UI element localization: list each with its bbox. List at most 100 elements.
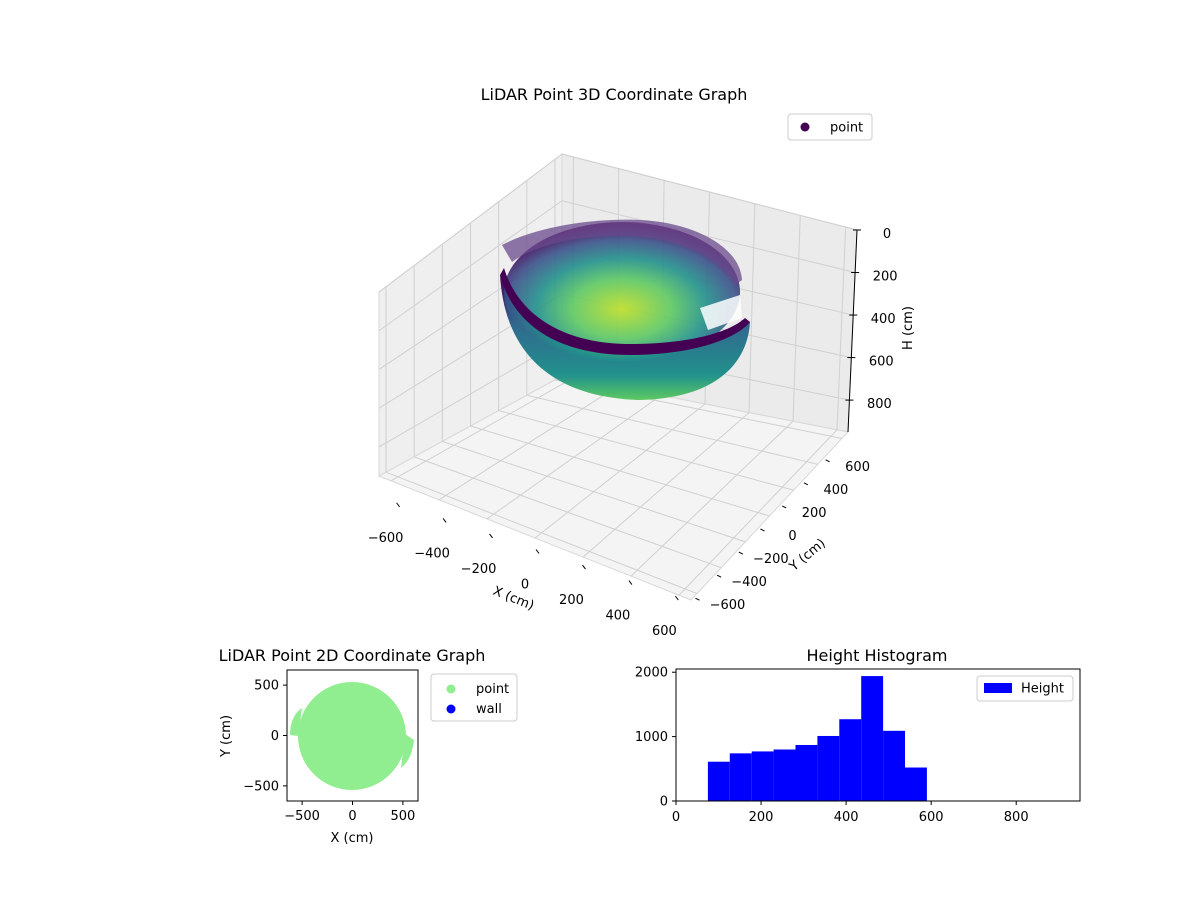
z-axis-line-3d: [847, 229, 858, 433]
legend-3d-marker: [800, 122, 810, 132]
z-tick-label-3d: 400: [871, 312, 896, 327]
histogram-bar: [773, 749, 796, 801]
y-tick-mark-3d: [781, 505, 787, 509]
grid-x-back: [748, 203, 756, 413]
histogram-bar: [751, 751, 774, 801]
legend-histogram-swatch: [984, 683, 1012, 693]
grid-y-floor: [385, 471, 698, 595]
grid-y-floor: [442, 440, 746, 543]
y-tick-label-3d: 600: [845, 460, 870, 475]
z-tick-label-3d: 800: [867, 397, 892, 412]
grid-x-back: [836, 227, 847, 430]
x-tick-mark-3d: [535, 549, 540, 554]
y-tick-label-2d: 500: [254, 679, 279, 694]
point-disk: [298, 682, 406, 790]
histogram-y-tick-label: 1000: [635, 730, 668, 745]
y-tick-label-3d: −400: [731, 575, 767, 590]
histogram-x-tick-label: 400: [834, 810, 859, 825]
histogram-bar: [729, 753, 752, 801]
x-tick-mark-3d: [489, 533, 493, 539]
x-tick-label-3d: −200: [461, 562, 497, 577]
grid-z: [378, 153, 858, 293]
x-tick-label-3d: 400: [606, 609, 631, 624]
chart-3d-zlabel: H (cm): [901, 306, 916, 350]
x-tick-mark-3d: [396, 502, 401, 508]
bowl-near-rim: [500, 268, 750, 355]
histogram-ticks: 0 200 400 600 800 0 1000 2000: [635, 666, 1029, 825]
y-ticks-3d: −600 −400 −200 0 200 400 600: [695, 459, 870, 613]
legend-2d-label-point: point: [476, 682, 509, 697]
bowl-outer-surface: [500, 275, 750, 400]
histogram-bar: [905, 767, 927, 801]
y-tick-mark-3d: [695, 597, 700, 601]
legend-histogram-frame: [976, 675, 1074, 702]
histogram-bar: [795, 744, 818, 801]
histogram-bar: [861, 676, 884, 801]
legend-2d-label-wall: wall: [476, 702, 502, 717]
histogram-x-tick-label: 800: [1004, 810, 1029, 825]
chart-2d-title: LiDAR Point 2D Coordinate Graph: [219, 646, 486, 665]
x-tick-label-3d: 600: [652, 624, 677, 639]
y-tick-mark-3d: [803, 482, 809, 486]
z-ticks-3d: 0 200 400 600 800: [845, 227, 898, 433]
point-notch-right: [401, 734, 414, 768]
histogram-x-tick-label: 0: [672, 810, 680, 825]
chart-histogram: Height Histogram 0 200 400 600 800010002000 …: [635, 646, 1081, 825]
x-tick-label-2d: −500: [284, 809, 320, 824]
x-tick-label-2d: 0: [348, 809, 356, 824]
z-tick-label-3d: 0: [883, 227, 891, 242]
grid-y-floor: [526, 394, 818, 465]
histogram-y-tick-label: 2000: [635, 666, 668, 681]
histogram-title: Height Histogram: [807, 646, 948, 665]
y-tick-label-3d: 200: [802, 506, 827, 521]
x-tick-mark-3d: [674, 595, 679, 601]
y-tick-mark-3d: [738, 551, 744, 555]
bowl-notch: [700, 295, 742, 330]
legend-2d-marker-point: [446, 684, 456, 694]
y-tick-label-3d: −200: [753, 552, 789, 567]
grid-y-floor: [414, 456, 722, 569]
y-tick-mark-3d: [760, 528, 765, 532]
grid-y-floor: [470, 425, 770, 517]
legend-3d-label: point: [830, 121, 863, 136]
y-tick-label-3d: 400: [823, 483, 848, 498]
bowl-inner-surface: [504, 222, 740, 362]
y-tick-mark-3d: [716, 574, 722, 578]
point-notch-left: [290, 708, 302, 736]
y-tick-label-2d: −500: [243, 779, 279, 794]
grid-z: [378, 200, 856, 332]
legend-histogram-label: Height: [1021, 682, 1064, 697]
y-tick-label-3d: −600: [710, 598, 746, 613]
x-tick-mark-3d: [628, 580, 633, 585]
chart-2d: LiDAR Point 2D Coordinate Graph −500 0 500…: [219, 646, 518, 846]
legend-2d-marker-wall: [446, 704, 456, 714]
chart-2d-ylabel: Y (cm): [219, 715, 234, 758]
x-tick-mark-3d: [442, 518, 447, 523]
legend-histogram: Height: [976, 675, 1074, 702]
chart-2d-points: [290, 682, 414, 790]
y-tick-label-2d: 0: [271, 729, 279, 744]
histogram-bar: [839, 719, 862, 801]
chart-3d-title: LiDAR Point 3D Coordinate Graph: [481, 85, 748, 104]
x-ticks-3d: −600 −400 −200 0 200 400 600: [368, 502, 679, 639]
histogram-bar: [817, 735, 840, 801]
chart-3d: LiDAR Point 3D Coordinate Graph −600 −400…: [368, 85, 916, 639]
x-tick-label-3d: 200: [559, 593, 584, 608]
legend-3d: point: [787, 113, 873, 141]
grid-y-floor: [498, 410, 794, 491]
histogram-y-tick-label: 0: [660, 795, 668, 810]
chart-2d-ticks: −500 0 500 −500 0 500: [243, 679, 415, 824]
legend-3d-frame: [787, 113, 873, 141]
histogram-x-tick-label: 200: [749, 810, 774, 825]
z-tick-label-3d: 600: [869, 355, 894, 370]
grid-x-back: [792, 215, 801, 422]
x-tick-label-3d: 0: [521, 578, 529, 593]
histogram-bars: [707, 676, 927, 801]
histogram-bar: [883, 730, 906, 801]
z-tick-label-3d: 200: [873, 270, 898, 285]
y-tick-label-3d: 0: [788, 529, 796, 544]
histogram-x-tick-label: 600: [919, 810, 944, 825]
histogram-bar: [707, 761, 730, 801]
bowl-far-rim: [502, 219, 742, 285]
